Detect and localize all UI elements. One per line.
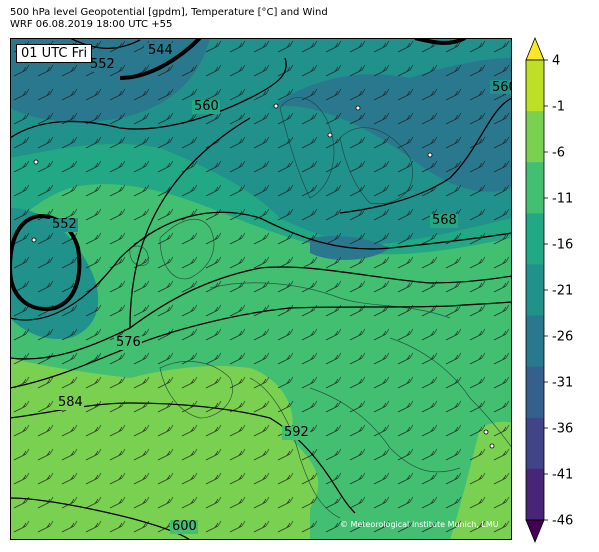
contour-label-group: 544 552 552 560 560 568 576 584 592 600: [50, 43, 512, 534]
contour-label-552-north: 552: [90, 57, 115, 72]
contour-label-560-east: 560: [492, 80, 512, 95]
colorbar-tick-label: 4: [552, 54, 560, 69]
contour-584: [10, 301, 512, 389]
contour-label-584: 584: [58, 395, 83, 410]
contour-552-low: [10, 213, 82, 311]
contour-label-568: 568: [432, 213, 457, 228]
station-markers: [31, 103, 495, 449]
colorbar-band: [526, 366, 544, 419]
contour-label-592: 592: [284, 425, 309, 440]
colorbar-ticks: 4 -1 -6 -11 -16 -21 -26 -31 -36 -41 -46: [544, 54, 573, 529]
contour-560: [10, 57, 512, 329]
colorbar-band: [526, 111, 544, 163]
colorbar-tick-label: -1: [552, 100, 565, 115]
contour-label-576: 576: [116, 335, 141, 350]
contour-552-ne: [414, 38, 466, 45]
colorbar-tick-label: -36: [552, 422, 573, 437]
colorbar-band: [526, 264, 544, 317]
contour-552-north: [119, 38, 202, 80]
colorbar-tick-label: -31: [552, 376, 573, 391]
colorbar-extend-top: [525, 36, 545, 61]
colorbar-segments: [525, 36, 545, 544]
colorbar-tick-label: -46: [552, 514, 573, 529]
weather-map: 544 552 552 560 560 568 576 584 592 600: [10, 38, 512, 540]
colorbar-tick-label: -16: [552, 238, 573, 253]
colorbar-tick-label: -6: [552, 146, 565, 161]
colorbar-band: [526, 468, 544, 521]
contour-label-552-low: 552: [52, 217, 77, 232]
coastlines: [129, 97, 512, 519]
contour-label-560-west: 560: [194, 99, 219, 114]
colorbar-tick-label: -21: [552, 284, 573, 299]
title-line-2: WRF 06.08.2019 18:00 UTC +55: [10, 19, 173, 30]
contour-568: [10, 211, 512, 321]
colorbar-extend-bottom: [525, 519, 545, 544]
colorbar-band: [526, 60, 544, 112]
colorbar-band: [526, 213, 544, 265]
colorbar-band: [526, 417, 544, 470]
contour-544: [69, 38, 141, 49]
map-frame: [10, 38, 512, 540]
colorbar: 4 -1 -6 -11 -16 -21 -26 -31 -36 -41 -46: [525, 36, 573, 544]
colorbar-band: [526, 315, 544, 368]
colorbar-tick-label: -11: [552, 192, 573, 207]
contour-576: [10, 266, 512, 360]
title-line-1: 500 hPa level Geopotential [gpdm], Tempe…: [10, 7, 328, 18]
contour-label-544: 544: [148, 43, 173, 58]
geopotential-contours: [10, 38, 512, 540]
wind-barbs: [10, 38, 512, 540]
contour-label-600: 600: [172, 519, 197, 534]
colorbar-tick-label: -26: [552, 330, 573, 345]
colorbar-tick-label: -41: [552, 468, 573, 483]
forecast-time-label: 01 UTC Fri: [16, 44, 93, 63]
colorbar-band: [526, 162, 544, 214]
copyright-text: © Meteorological Institute Munich, LMU: [340, 520, 499, 529]
